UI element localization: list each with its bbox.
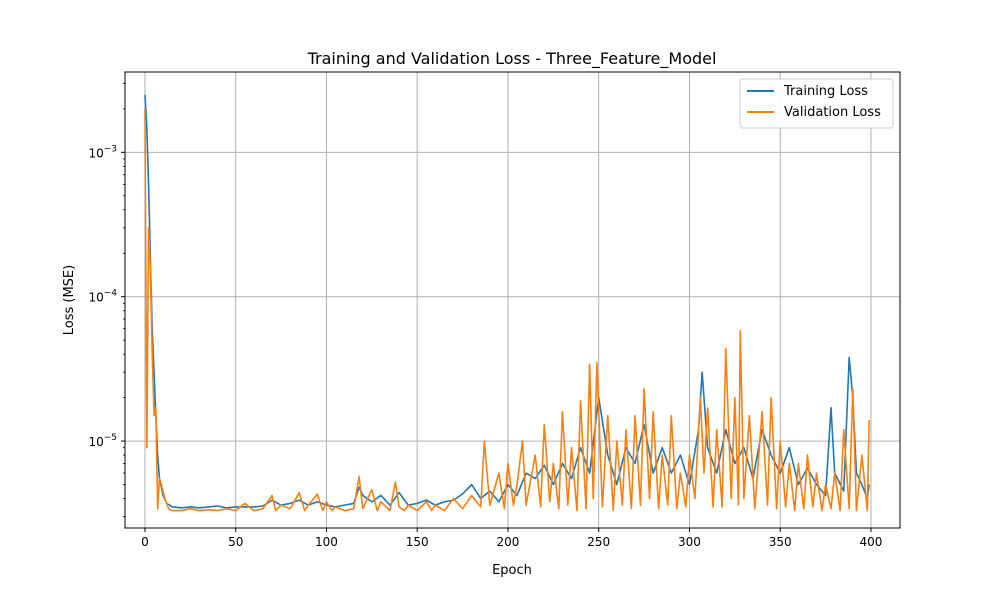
axis-ticks: 0 50 100 150 200 250 300 350 400 10−5 10−4 10−3 [88,83,882,549]
y-tick-label: 10−4 [88,289,117,305]
legend-label-validation: Validation Loss [784,105,881,120]
plot-area [125,72,900,528]
x-tick-label: 350 [769,535,792,549]
x-tick-label: 50 [228,535,243,549]
y-axis-label: Loss (MSE) [62,265,77,335]
legend: Training Loss Validation Loss [739,78,894,129]
x-tick-label: 400 [860,535,883,549]
y-tick-label: 10−5 [88,433,117,449]
x-tick-label: 100 [315,535,338,549]
plot-frame [124,71,901,529]
x-tick-label: 200 [497,535,520,549]
x-tick-label: 150 [406,535,429,549]
chart-title: Training and Validation Loss - Three_Fea… [307,49,717,69]
legend-box [739,78,894,129]
x-axis-label: Epoch [492,563,532,578]
y-tick-label: 10−3 [88,144,117,160]
x-tick-label: 0 [141,535,149,549]
x-tick-label: 250 [587,535,610,549]
training-loss-line [144,94,870,509]
grid-lines [125,72,900,528]
x-tick-label: 300 [678,535,701,549]
legend-label-training: Training Loss [783,84,868,99]
series-lines [144,94,870,512]
validation-loss-line [144,108,870,512]
